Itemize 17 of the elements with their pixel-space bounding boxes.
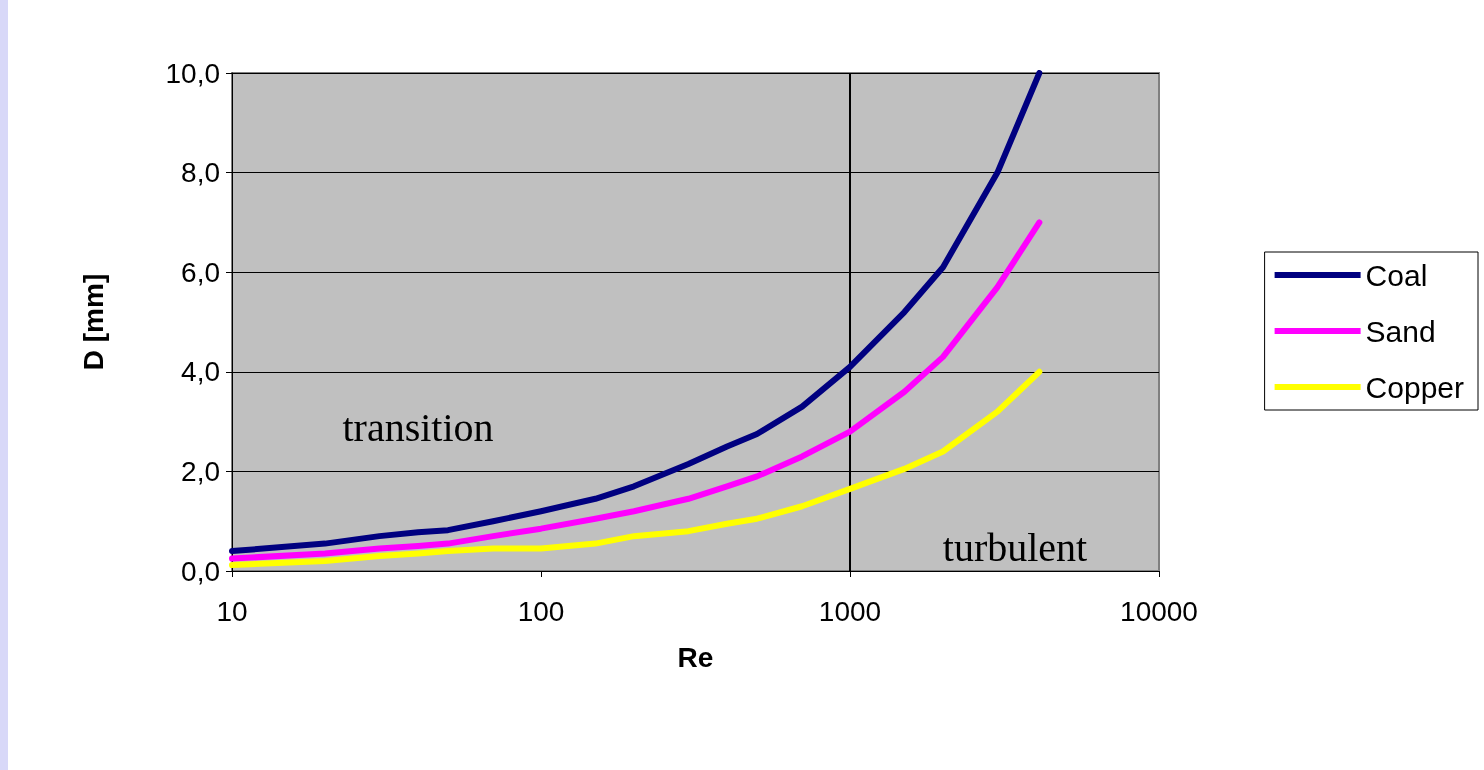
x-tick-label: 10 (216, 595, 248, 627)
y-tick-label: 8,0 (181, 157, 220, 189)
annotation: transition (342, 404, 494, 450)
y-axis-title: D [mm] (77, 273, 109, 371)
legend-label: Coal (1365, 258, 1428, 292)
annotation: turbulent (942, 524, 1088, 570)
y-tick-label: 0,0 (181, 555, 220, 587)
x-tick-label: 1000 (818, 595, 882, 627)
y-tick-label: 6,0 (181, 256, 220, 288)
legend-label: Copper (1365, 370, 1465, 404)
x-tick-label: 100 (517, 595, 565, 627)
x-tick-label: 10000 (1120, 595, 1198, 627)
y-tick-label: 10,0 (165, 57, 220, 89)
y-tick-label: 4,0 (181, 356, 220, 388)
legend-label: Sand (1365, 314, 1436, 348)
y-tick-label: 2,0 (181, 455, 220, 487)
x-axis-title: Re (677, 641, 714, 673)
